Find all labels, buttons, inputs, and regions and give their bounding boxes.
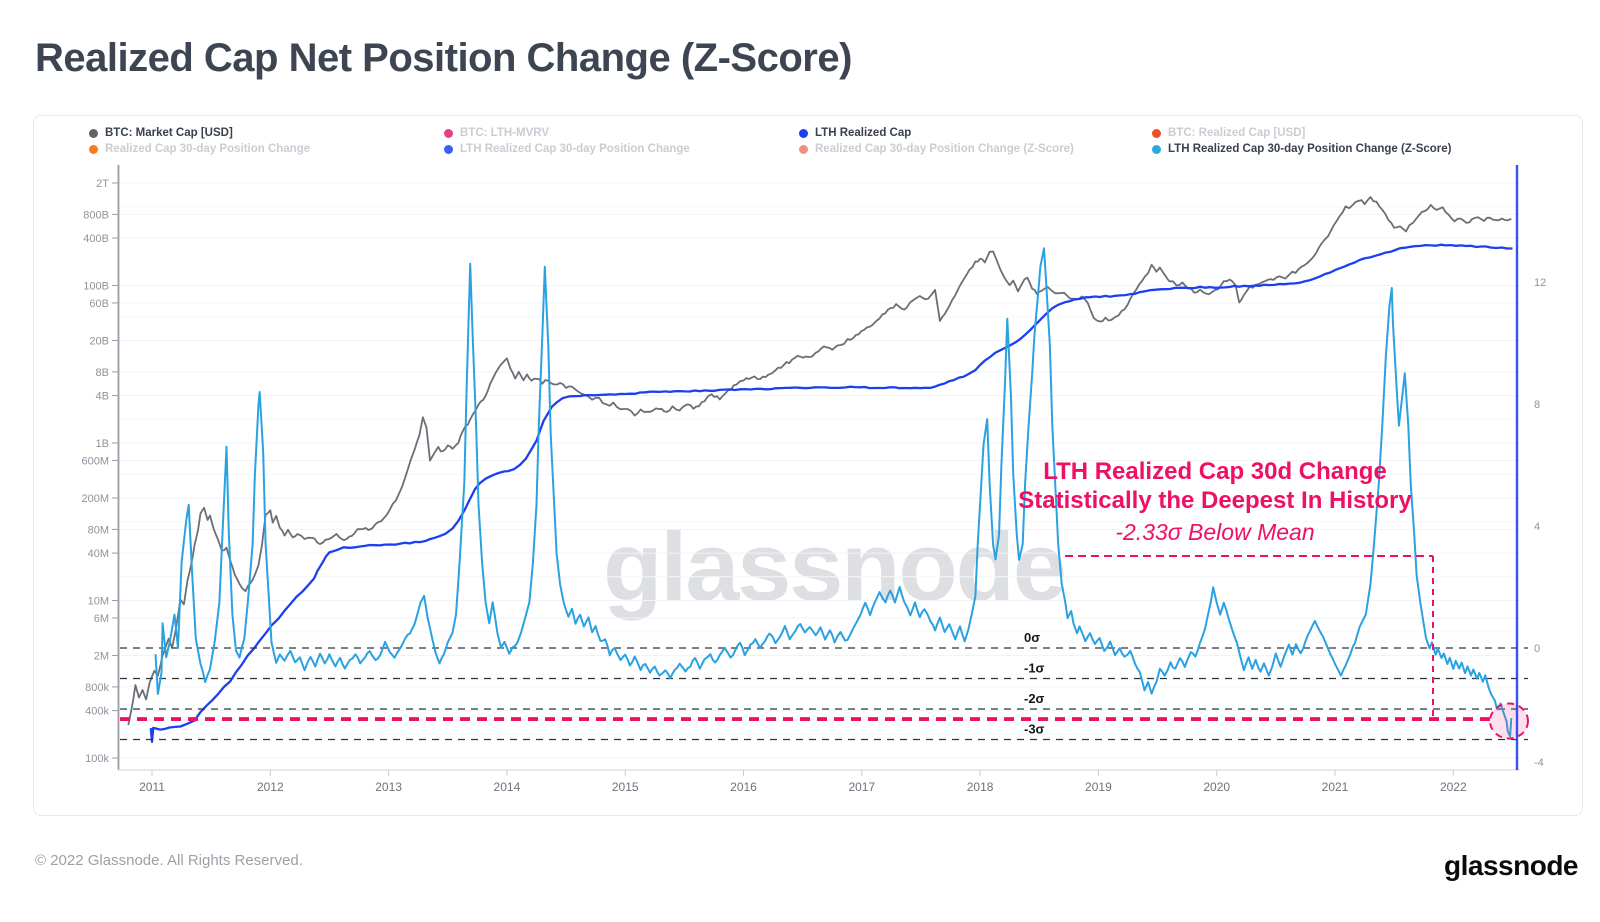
legend-dot-icon (799, 128, 808, 138)
y-axis-tick-label: 2M (94, 651, 109, 663)
x-axis-tick-label: 2015 (612, 780, 639, 794)
y-axis-tick-label: 60B (89, 298, 109, 310)
legend-item[interactable]: LTH Realized Cap 30-day Position Change (444, 143, 690, 155)
y-axis-tick-label: 20B (89, 336, 109, 348)
legend-item[interactable]: Realized Cap 30-day Position Change (Z-S… (799, 143, 1074, 155)
y-axis-tick-label: 100B (83, 280, 109, 292)
legend-dot-icon (444, 144, 453, 154)
legend-item-label: LTH Realized Cap 30-day Position Change … (1168, 143, 1452, 155)
y-axis-tick-label: 600M (81, 455, 109, 467)
x-axis-tick-label: 2016 (730, 780, 757, 794)
legend-item[interactable]: BTC: Realized Cap [USD] (1152, 127, 1305, 139)
y-axis-tick-label: 80M (88, 524, 109, 536)
y-axis-tick-label: 1B (96, 438, 109, 450)
footer-copyright: © 2022 Glassnode. All Rights Reserved. (35, 852, 303, 869)
glassnode-logo: glassnode (1444, 850, 1578, 881)
sigma-line-label: 0σ (1024, 630, 1040, 645)
x-axis-tick-label: 2013 (375, 780, 402, 794)
y-axis-tick-label: 4B (96, 391, 109, 403)
legend-item-label: Realized Cap 30-day Position Change (105, 143, 311, 155)
legend-item[interactable]: LTH Realized Cap 30-day Position Change … (1152, 143, 1452, 155)
x-axis-tick-label: 2017 (848, 780, 875, 794)
legend-item[interactable]: LTH Realized Cap (799, 127, 911, 139)
y-axis-tick-label: 400B (83, 233, 109, 245)
x-axis-tick-label: 2020 (1203, 780, 1230, 794)
chart-legend: BTC: Market Cap [USD] BTC: LTH-MVRV LTH Re… (34, 116, 1582, 166)
legend-item-label: Realized Cap 30-day Position Change (Z-S… (815, 143, 1074, 155)
y-axis-tick-label: 8B (96, 367, 109, 379)
legend-item[interactable]: Realized Cap 30-day Position Change (89, 143, 310, 155)
highlight-circle (1489, 702, 1529, 740)
y-axis-tick-label: 40M (88, 548, 109, 560)
legend-item-label: BTC: Realized Cap [USD] (1168, 127, 1306, 139)
x-axis-tick-label: 2011 (139, 780, 165, 794)
z-axis-tick-label: 8 (1534, 399, 1540, 411)
y-axis-tick-label: 400k (85, 706, 109, 718)
x-axis-tick-label: 2014 (494, 780, 521, 794)
legend-item[interactable]: BTC: Market Cap [USD] (89, 127, 233, 139)
sigma-line-label: -2σ (1024, 691, 1045, 706)
legend-dot-icon (444, 128, 453, 138)
legend-item-label: LTH Realized Cap (815, 127, 912, 139)
page-title: Realized Cap Net Position Change (Z-Scor… (35, 36, 852, 80)
y-axis-tick-label: 2T (96, 178, 109, 190)
z-axis-tick-label: 4 (1534, 521, 1540, 533)
series-lth-z-score (154, 247, 1513, 738)
y-axis-tick-label: 200M (81, 493, 109, 505)
x-axis-tick-label: 2012 (257, 780, 284, 794)
series-btc-market-cap (127, 196, 1512, 726)
y-axis-tick-label: 10M (88, 596, 109, 608)
y-axis-tick-label: 6M (94, 613, 109, 625)
legend-item-label: BTC: LTH-MVRV (460, 127, 550, 139)
series-lth-realized-cap (149, 243, 1513, 744)
x-axis-tick-label: 2022 (1440, 780, 1467, 794)
legend-item-label: BTC: Market Cap [USD] (105, 127, 233, 139)
x-axis-tick-label: 2021 (1322, 780, 1349, 794)
sigma-line-label: -3σ (1024, 722, 1045, 737)
x-axis-tick-label: 2019 (1085, 780, 1112, 794)
sigma-line-label: -1σ (1024, 661, 1045, 676)
legend-dot-icon (799, 144, 808, 154)
legend-item[interactable]: BTC: LTH-MVRV (444, 127, 549, 139)
y-axis-tick-label: 800B (83, 209, 109, 221)
y-axis-tick-label: 800k (85, 682, 109, 694)
y-axis-tick-label: 100k (85, 753, 109, 765)
legend-dot-icon (1152, 144, 1161, 154)
legend-item-label: LTH Realized Cap 30-day Position Change (460, 143, 690, 155)
z-axis-tick-label: 12 (1534, 277, 1546, 289)
legend-dot-icon (89, 144, 98, 154)
z-axis-tick-label: 0 (1534, 643, 1540, 655)
legend-dot-icon (1152, 128, 1161, 138)
z-axis-tick-label: -4 (1534, 757, 1544, 769)
legend-dot-icon (89, 128, 98, 138)
x-axis-tick-label: 2018 (967, 780, 994, 794)
